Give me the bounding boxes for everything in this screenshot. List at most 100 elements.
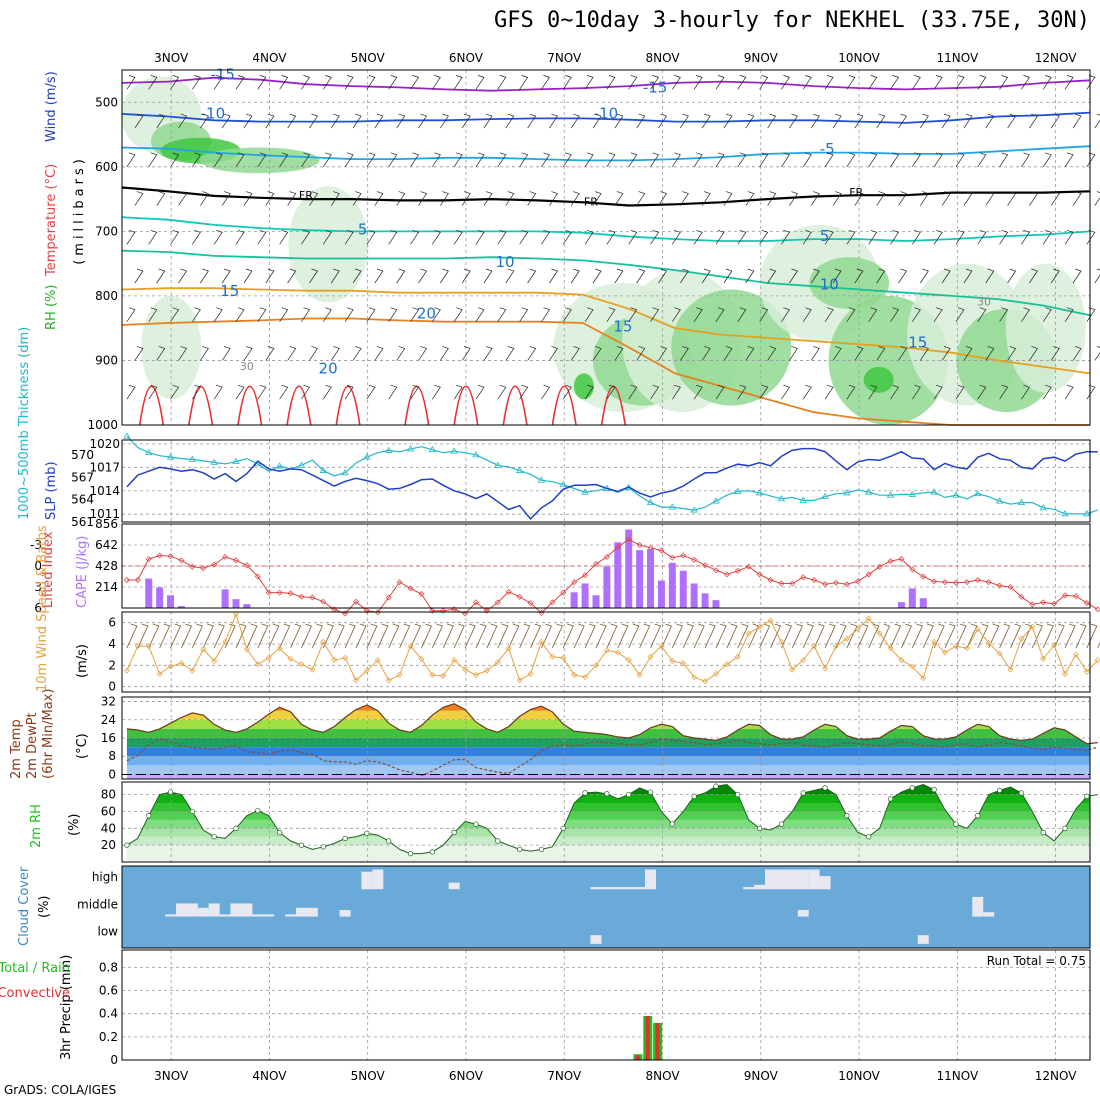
thickness-marker xyxy=(210,458,218,465)
wind-barb-10m xyxy=(1042,623,1054,649)
contour-label: 10 xyxy=(820,275,839,293)
li-marker xyxy=(385,594,392,601)
wind-barb xyxy=(1050,268,1060,284)
wind-speed-marker xyxy=(942,649,949,656)
thickness-marker xyxy=(297,461,306,468)
wind-barb xyxy=(680,113,689,129)
wind-barb xyxy=(170,152,180,168)
wind-barb xyxy=(672,152,681,168)
cape-bar xyxy=(581,583,589,608)
li-marker xyxy=(625,536,632,543)
wind-barb xyxy=(301,384,310,400)
date-label-top: 8NOV xyxy=(645,51,680,65)
thickness-marker xyxy=(385,446,393,453)
wind-barb-10m xyxy=(421,623,432,649)
thickness-marker xyxy=(123,432,131,439)
cloud-cell xyxy=(786,869,798,890)
rh-marker xyxy=(538,846,545,853)
wind-barb xyxy=(440,268,449,284)
wind-speed-marker xyxy=(582,674,589,681)
temp-tick: 8 xyxy=(108,749,116,763)
cape-bar xyxy=(177,606,185,608)
wind-barb xyxy=(650,384,660,400)
wind-speed-marker xyxy=(636,671,643,678)
rh-band xyxy=(126,845,1090,862)
li-marker xyxy=(822,581,829,588)
wind-barb xyxy=(192,384,201,400)
wind-barb xyxy=(941,113,951,129)
contour-label: 20 xyxy=(417,305,436,323)
li-marker xyxy=(233,557,239,564)
wind-barb xyxy=(933,152,943,168)
wind-barb xyxy=(767,191,777,206)
wind-barb-10m xyxy=(148,623,160,649)
li-marker xyxy=(134,577,141,583)
date-label-top: 11NOV xyxy=(936,51,978,65)
li-marker xyxy=(483,607,490,614)
wind-speed-marker xyxy=(472,671,479,678)
wind-barb xyxy=(737,152,747,168)
precip-conv-bar xyxy=(635,1055,640,1060)
rh-marker xyxy=(582,790,588,796)
rh-marker xyxy=(800,790,806,796)
wind-speed-marker xyxy=(854,626,861,633)
li-marker xyxy=(996,582,1003,589)
rh-band xyxy=(126,828,1090,837)
li-marker xyxy=(254,573,261,580)
wind-barb xyxy=(701,346,711,361)
cloud-cell xyxy=(983,912,995,917)
wind-barb xyxy=(475,75,485,90)
li-marker xyxy=(985,579,992,586)
pressure-tick-label: 700 xyxy=(95,224,118,238)
wind-speed-marker xyxy=(778,638,785,645)
thickness-marker xyxy=(734,487,742,494)
warm-contour xyxy=(286,385,312,426)
wind-barb xyxy=(955,384,965,400)
thickness-marker xyxy=(1039,504,1047,511)
li-marker xyxy=(756,571,763,578)
wind-barb xyxy=(562,307,572,322)
thickness-marker xyxy=(886,491,895,498)
wind-barb xyxy=(745,268,755,284)
wind-speed-marker xyxy=(865,615,872,622)
rh-marker xyxy=(844,813,850,819)
wind-barb xyxy=(322,75,332,90)
li-marker xyxy=(309,594,316,601)
wind-barb xyxy=(963,191,973,206)
cape-bar xyxy=(145,578,153,608)
wind-barb xyxy=(920,191,929,206)
thickness-marker xyxy=(537,476,546,483)
li-marker xyxy=(145,556,152,562)
wind-barb xyxy=(898,268,908,284)
wind-speed-marker xyxy=(309,666,316,673)
wind-barb xyxy=(592,113,602,129)
rh-shading xyxy=(288,186,369,303)
wind-speed-marker xyxy=(745,630,752,637)
wind-barb xyxy=(170,384,180,400)
li-marker xyxy=(920,573,927,580)
wind-speed-marker xyxy=(287,655,294,662)
wind-speed-marker xyxy=(527,670,534,677)
li-marker xyxy=(156,552,163,559)
wind-barb-10m xyxy=(344,623,356,649)
wind-barb xyxy=(606,75,616,90)
cape-frame xyxy=(121,523,1091,609)
rh-tick: 20 xyxy=(101,838,116,852)
wind-speed-marker xyxy=(1083,668,1090,675)
temp-tick: 32 xyxy=(101,695,116,709)
ylabel-li: Lifted Index xyxy=(41,531,56,608)
wind-barb xyxy=(824,384,834,400)
rh-tick: 40 xyxy=(101,821,116,835)
wind-barb xyxy=(824,307,834,322)
wind-barb xyxy=(418,268,428,284)
li-marker xyxy=(723,571,730,578)
wind-speed-marker xyxy=(440,673,447,679)
wind-barb xyxy=(912,75,921,90)
rh2m-panel: 20 40 60 80 2m RH (%) xyxy=(29,781,1098,863)
wind-speed-marker xyxy=(920,675,927,682)
wind-barb xyxy=(1021,384,1030,400)
wind-barb xyxy=(810,346,820,361)
wind-speed-marker xyxy=(822,665,829,672)
